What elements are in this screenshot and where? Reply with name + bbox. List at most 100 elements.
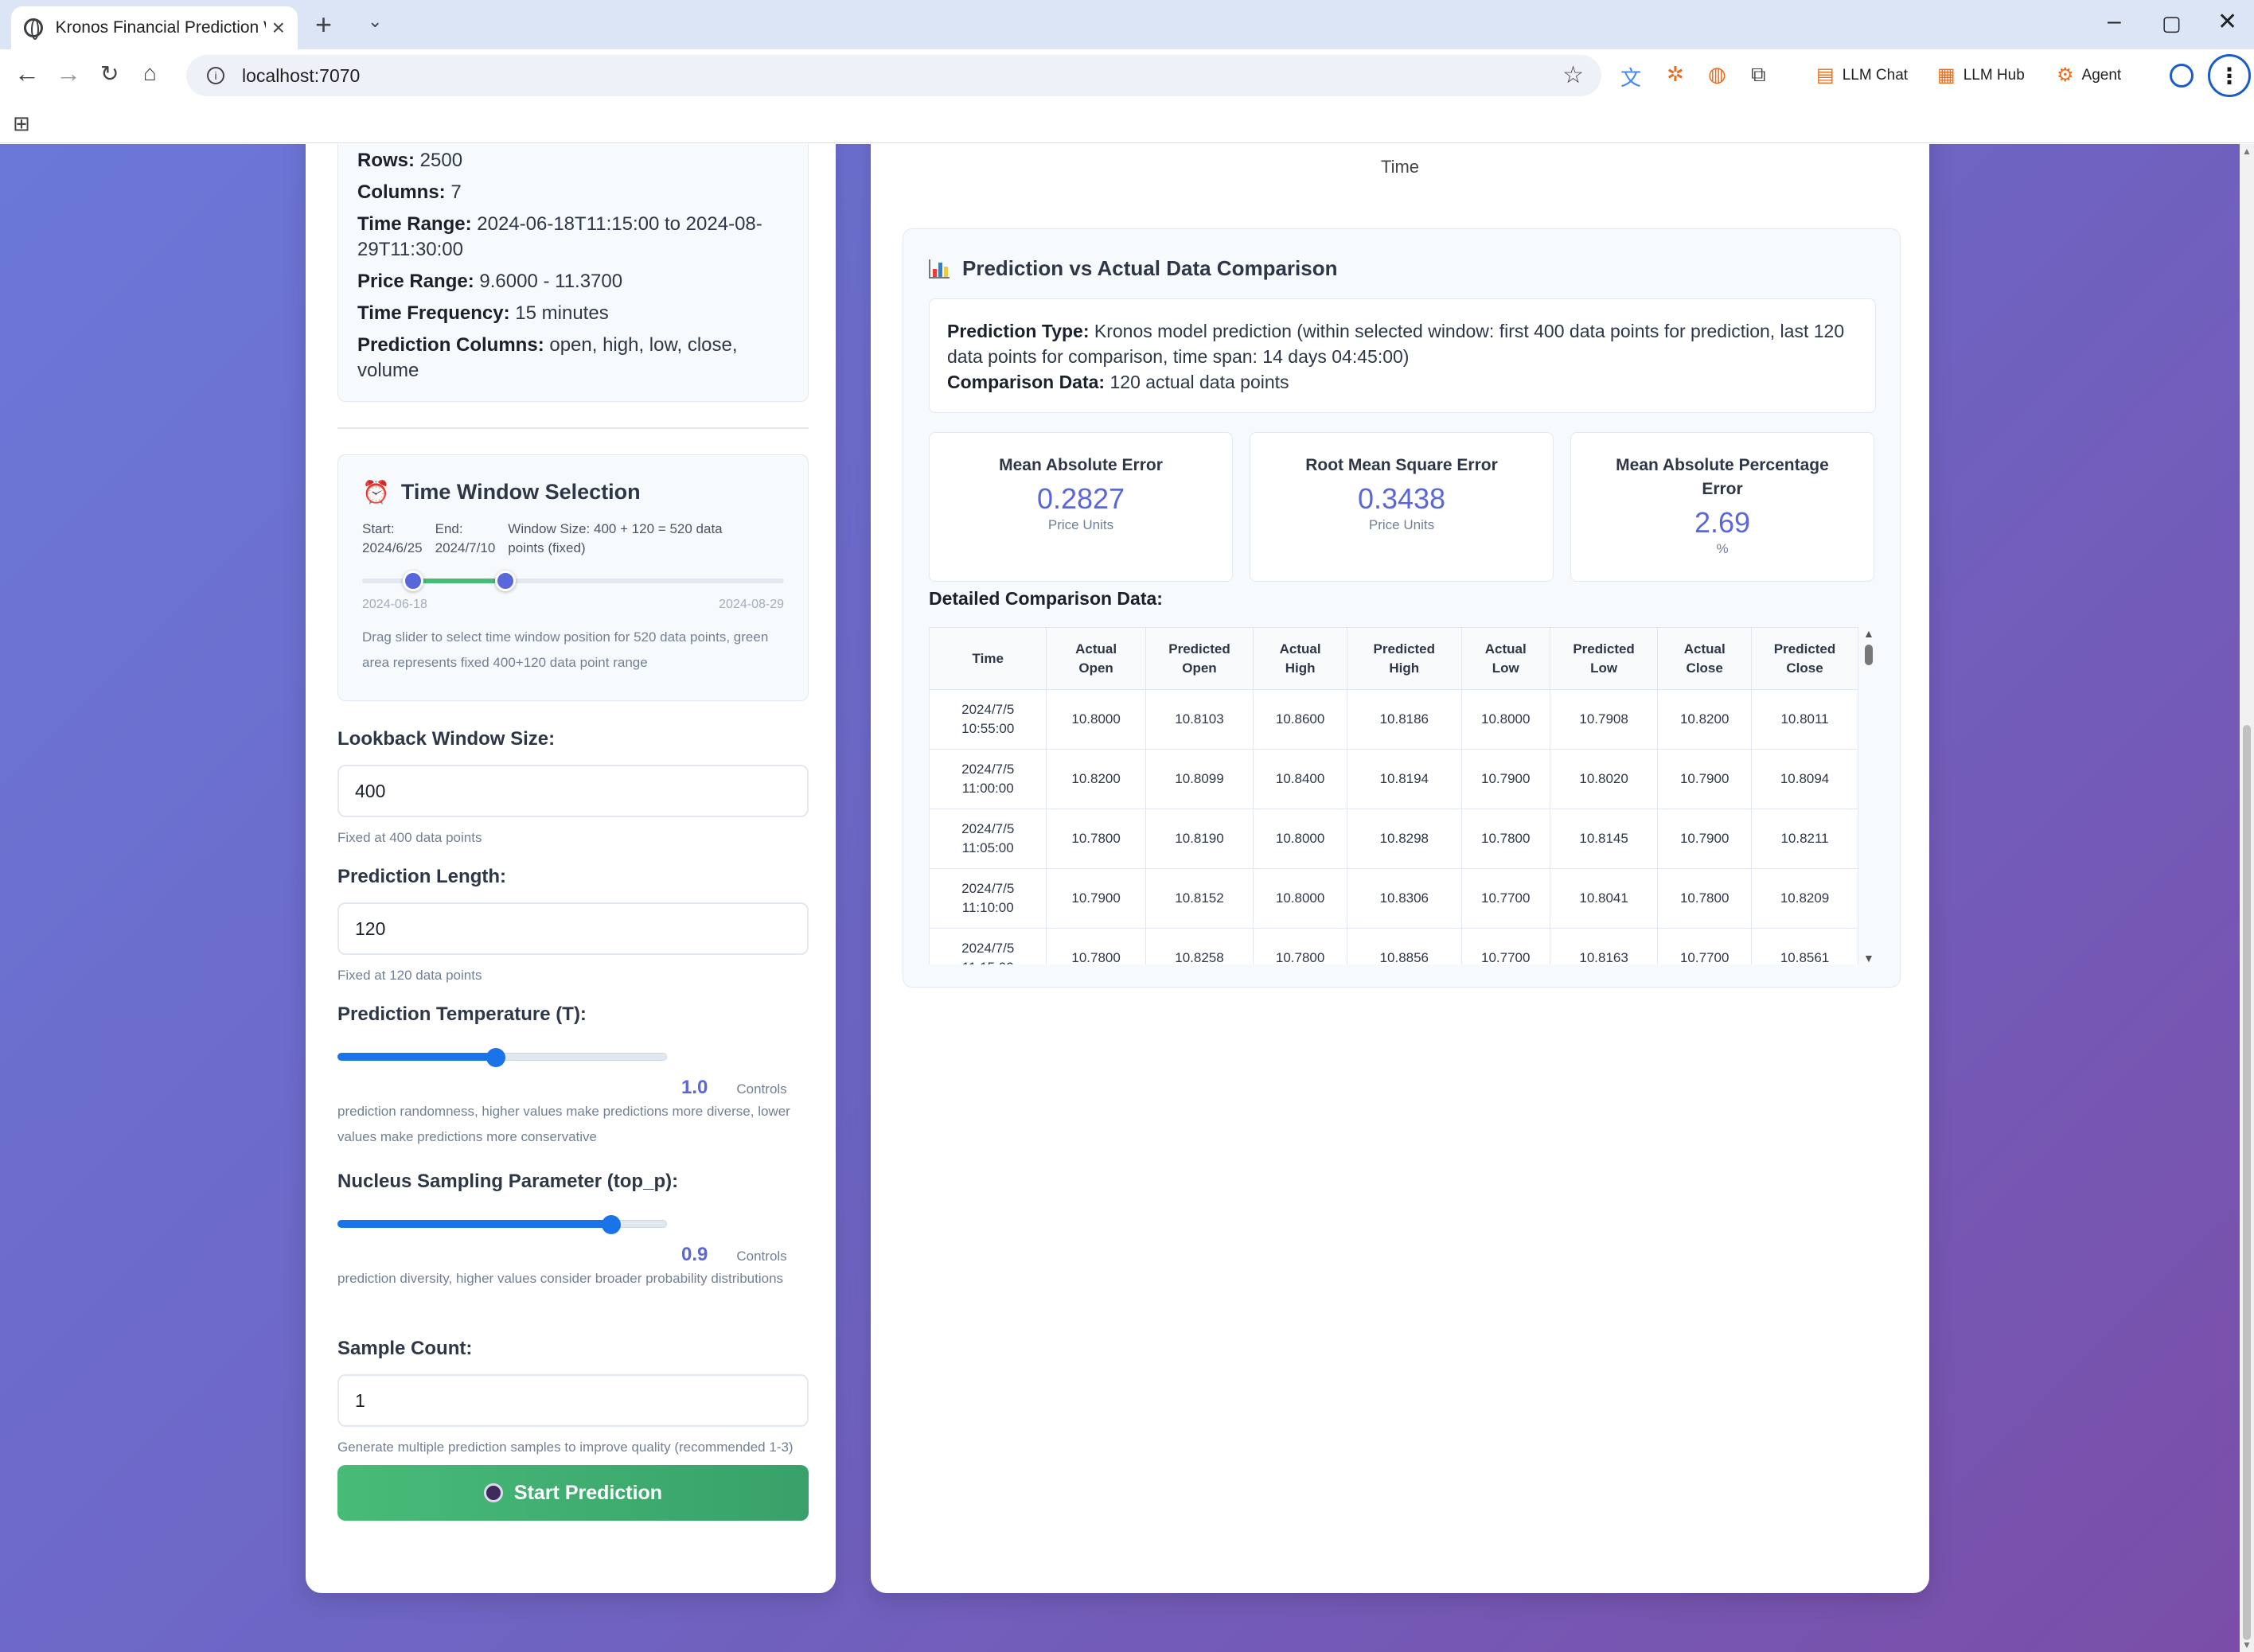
table-cell: 10.8041 [1549, 868, 1659, 929]
prediction-length-field: Prediction Length: 120 Fixed at 120 data… [337, 866, 809, 988]
site-info-icon[interactable]: i [207, 67, 224, 84]
profile-icon[interactable] [2170, 64, 2194, 88]
table-cell: 2024/7/5 10:55:00 [929, 689, 1047, 750]
prediction-length-label: Prediction Length: [337, 866, 506, 887]
metric-value: 0.2827 [1036, 482, 1125, 515]
new-tab-icon[interactable]: + [315, 8, 333, 41]
table-cell: 10.7900 [1657, 808, 1753, 869]
scroll-up-icon[interactable]: ▲ [2242, 146, 2252, 157]
table-cell: 10.7800 [1253, 928, 1347, 964]
metric-name: Root Mean Square Error [1305, 456, 1498, 474]
tick-end: 2024-08-29 [719, 598, 784, 611]
prediction-length-input[interactable]: 120 [337, 902, 809, 955]
browser-tab[interactable]: Kronos Financial Prediction W × [11, 6, 298, 49]
table-cell: 10.8209 [1751, 868, 1858, 929]
top-p-slider[interactable] [337, 1207, 809, 1239]
forward-icon[interactable]: → [56, 59, 81, 88]
chevron-down-icon[interactable]: ⌄ [368, 11, 383, 31]
time-window-description: Drag slider to select time window positi… [362, 629, 769, 670]
minimize-icon[interactable]: – [2108, 8, 2121, 34]
top-p-thumb[interactable] [601, 1215, 621, 1234]
apps-grid-icon[interactable]: ⊞ [13, 111, 30, 135]
back-icon[interactable]: ← [14, 59, 40, 88]
bookmark-label: LLM Hub [1963, 66, 2025, 84]
comparison-table-container[interactable]: Time Actual Open Predicted Open Actual High… [929, 627, 1876, 964]
top-p-value-row: 0.9 Controls [337, 1244, 809, 1266]
table-cell: 10.8020 [1549, 749, 1659, 809]
slider-track [362, 579, 784, 583]
metric-mape: Mean Absolute Percentage Error 2.69 % [1570, 432, 1874, 582]
table-header-cell: Time [929, 627, 1047, 690]
scroll-down-icon[interactable]: ▼ [1863, 952, 1874, 964]
metric-unit: Price Units [1047, 517, 1114, 532]
bookmark-agent[interactable]: ⚙ Agent [2057, 64, 2121, 87]
slider-end-handle[interactable] [495, 571, 517, 591]
browser-toolbar: ← → ↻ ⌂ i localhost:7070 ☆ 文 ✲ ◍ ⧉ ▤ LLM… [0, 49, 2254, 102]
scroll-thumb[interactable] [1865, 645, 1873, 665]
table-cell: 10.8103 [1145, 689, 1254, 750]
time-window-slider[interactable] [362, 566, 784, 598]
more-menu-icon[interactable]: ⋮ [2208, 54, 2251, 97]
table-header-cell: Predicted Low [1549, 627, 1659, 690]
table-cell: 10.8200 [1046, 749, 1146, 809]
top-p-fill [337, 1220, 611, 1228]
metric-value: 2.69 [1694, 506, 1751, 539]
bookmark-label: LLM Chat [1842, 66, 1909, 84]
page-viewport: Rows: 2500 Columns: 7 Time Range: 2024-0… [0, 144, 2240, 1652]
prediction-columns-info: Prediction Columns: open, high, low, clo… [357, 334, 738, 381]
table-cell: 10.7800 [1046, 928, 1146, 964]
agent-icon: ⚙ [2057, 64, 2074, 86]
temperature-controls-label: Controls [736, 1081, 787, 1097]
bookmark-llm-chat[interactable]: ▤ LLM Chat [1816, 64, 1908, 87]
start-prediction-button[interactable]: Start Prediction [337, 1465, 809, 1521]
temperature-fill [337, 1053, 496, 1061]
top-p-hint: prediction diversity, higher values cons… [337, 1271, 784, 1286]
scroll-down-icon[interactable]: ▼ [2242, 1639, 2252, 1650]
slider-ticks: 2024-06-18 2024-08-29 [362, 598, 784, 612]
table-cell: 10.8856 [1346, 928, 1462, 964]
comparison-data: Comparison Data: 120 actual data points [947, 372, 1289, 392]
slider-start-handle[interactable] [402, 571, 423, 591]
table-cell: 10.7900 [1460, 749, 1550, 809]
translate-icon[interactable]: 文 [1620, 66, 1642, 90]
extension-icon[interactable]: ✲ [1667, 62, 1684, 86]
reload-icon[interactable]: ↻ [100, 61, 119, 86]
lookback-input[interactable]: 400 [337, 765, 809, 817]
page-scrollbar[interactable]: ▲ ▼ [2240, 144, 2254, 1652]
temperature-thumb[interactable] [486, 1048, 505, 1067]
table-cell: 10.7908 [1549, 689, 1659, 750]
table-row: 2024/7/5 11:00:00 10.8200 10.8099 10.8400 10… [929, 749, 1858, 809]
table-cell: 10.8011 [1751, 689, 1858, 750]
bookmark-llm-hub[interactable]: ▦ LLM Hub [1937, 64, 2025, 87]
metric-unit: Price Units [1368, 517, 1435, 532]
puzzle-icon[interactable]: ⧉ [1751, 62, 1766, 86]
close-window-icon[interactable]: ✕ [2217, 9, 2238, 35]
sample-count-label: Sample Count: [337, 1338, 473, 1359]
maximize-icon[interactable]: ▢ [2162, 11, 2182, 35]
window-end: End: 2024/7/10 [435, 521, 496, 555]
table-cell: 10.8200 [1657, 689, 1753, 750]
sample-count-input[interactable]: 1 [337, 1374, 809, 1427]
scroll-up-icon[interactable]: ▲ [1863, 627, 1874, 640]
close-icon[interactable]: × [271, 15, 285, 40]
table-cell: 10.7700 [1460, 868, 1550, 929]
table-cell: 10.8152 [1145, 868, 1254, 929]
table-cell: 2024/7/5 11:00:00 [929, 749, 1047, 809]
start-prediction-label: Start Prediction [513, 1481, 663, 1504]
top-p-field: Nucleus Sampling Parameter (top_p): 0.9 … [337, 1171, 809, 1292]
extension-bot-icon[interactable]: ◍ [1708, 62, 1726, 86]
table-cell: 10.7900 [1046, 868, 1146, 929]
home-icon[interactable]: ⌂ [143, 60, 157, 85]
table-cell: 2024/7/5 11:05:00 [929, 808, 1047, 869]
detail-title: Detailed Comparison Data: [929, 588, 1163, 609]
address-bar[interactable]: i localhost:7070 ☆ [186, 55, 1601, 96]
table-cell: 10.8145 [1549, 808, 1659, 869]
temperature-slider[interactable] [337, 1040, 809, 1072]
table-cell: 10.8000 [1046, 689, 1146, 750]
bookmark-label: Agent [2081, 66, 2122, 84]
tab-title: Kronos Financial Prediction W [55, 18, 266, 37]
table-scrollbar[interactable]: ▲ ▼ [1862, 627, 1876, 964]
metric-name: Mean Absolute Error [999, 456, 1163, 474]
page-scroll-thumb[interactable] [2243, 725, 2251, 1640]
star-icon[interactable]: ☆ [1562, 62, 1584, 88]
